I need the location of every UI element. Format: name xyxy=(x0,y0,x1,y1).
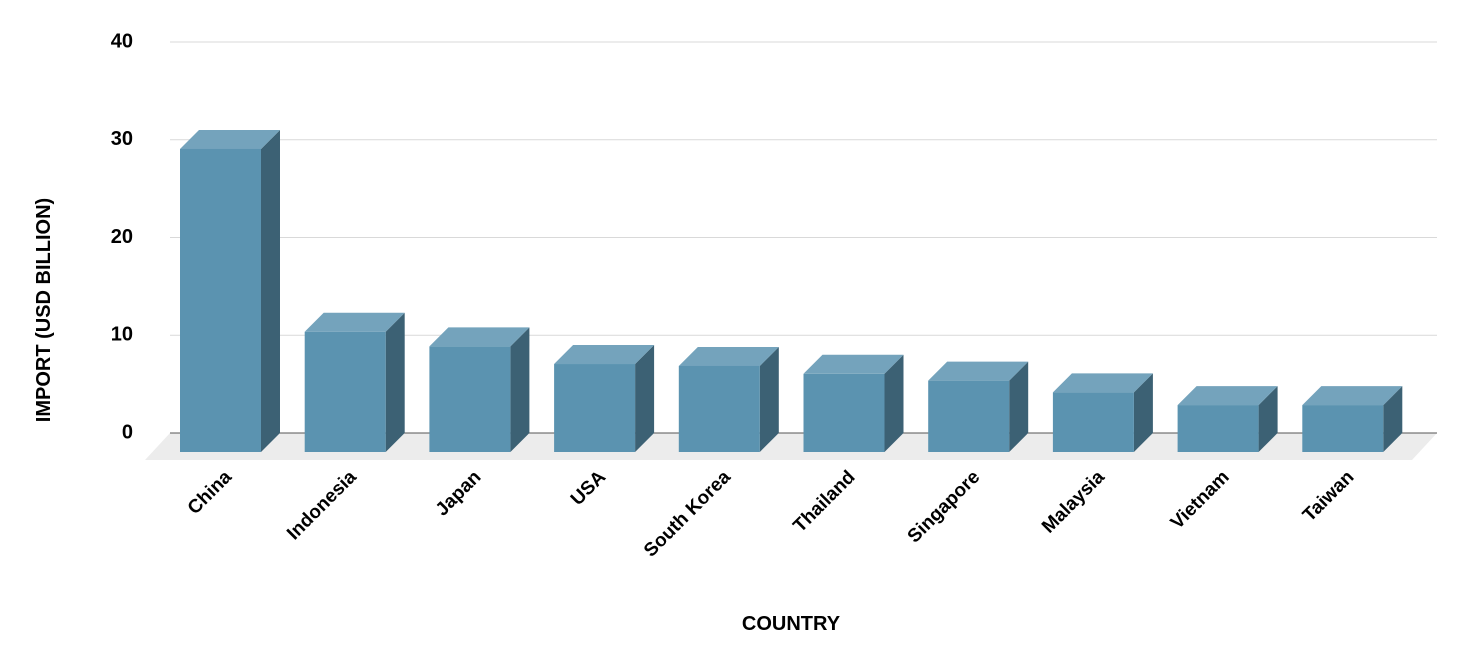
bar xyxy=(1177,386,1278,452)
bar-front xyxy=(180,148,261,452)
x-tick-label: Thailand xyxy=(789,467,859,537)
bar-side xyxy=(884,354,904,452)
bar-front xyxy=(928,380,1010,452)
x-axis-title: COUNTRY xyxy=(742,613,841,635)
x-tick-label: Japan xyxy=(432,467,486,521)
bar-side xyxy=(385,312,405,452)
y-axis-title: IMPORT (USD BILLION) xyxy=(33,198,55,422)
bar-top xyxy=(1302,386,1403,406)
x-tick-label: China xyxy=(184,466,236,518)
bar-top xyxy=(678,346,779,366)
bar xyxy=(678,346,779,452)
bar-top xyxy=(304,312,405,332)
y-tick-label: 10 xyxy=(111,324,133,346)
bar-front xyxy=(554,364,636,452)
bar-top xyxy=(928,361,1029,381)
bar-top xyxy=(429,327,530,347)
bar-front xyxy=(1302,405,1384,452)
bar xyxy=(1052,373,1153,452)
x-tick-label: USA xyxy=(567,466,610,509)
bar-side xyxy=(759,346,779,452)
bar-top xyxy=(803,354,904,374)
x-tick-label: Taiwan xyxy=(1299,467,1358,526)
bar-top xyxy=(554,345,655,365)
bar-side xyxy=(1133,373,1153,452)
bar-side xyxy=(1009,361,1029,452)
bar xyxy=(803,354,904,452)
x-tick-label: Indonesia xyxy=(283,466,361,544)
x-tick-label: Malaysia xyxy=(1038,466,1109,537)
bar-front xyxy=(1177,405,1259,452)
bar-front xyxy=(678,365,760,452)
bar-side xyxy=(261,129,280,452)
bar-front xyxy=(429,346,511,452)
bar xyxy=(304,312,405,452)
x-tick-label: South Korea xyxy=(640,466,735,561)
x-tick-label: Vietnam xyxy=(1167,467,1234,534)
y-tick-label: 20 xyxy=(111,226,133,248)
bar-top xyxy=(1177,386,1278,406)
bar xyxy=(429,327,530,452)
bar xyxy=(928,361,1029,452)
bar-side xyxy=(1383,386,1403,452)
bar xyxy=(1302,386,1403,452)
bar-front xyxy=(803,373,885,452)
bar-top xyxy=(180,129,280,149)
bar-side xyxy=(510,327,530,452)
y-tick-label: 30 xyxy=(111,128,133,150)
bar-front xyxy=(1052,392,1134,452)
bar-side xyxy=(635,345,655,452)
bar-front xyxy=(304,331,386,452)
y-tick-label: 0 xyxy=(122,421,133,443)
bar-side xyxy=(1258,386,1278,452)
y-tick-label: 40 xyxy=(111,30,133,52)
bar xyxy=(554,345,655,452)
x-tick-label: Singapore xyxy=(904,467,985,548)
bar xyxy=(180,129,280,452)
bar-top xyxy=(1052,373,1153,393)
